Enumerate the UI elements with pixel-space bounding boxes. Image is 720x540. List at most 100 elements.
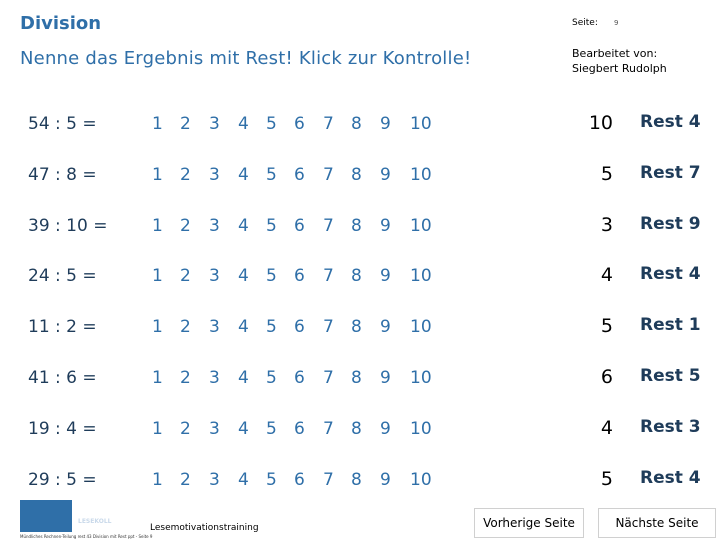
answer-option-3[interactable]: 3 bbox=[209, 418, 220, 439]
answer-option-3[interactable]: 3 bbox=[209, 215, 220, 236]
answer-option-10[interactable]: 10 bbox=[410, 215, 432, 236]
previous-page-button[interactable]: Vorherige Seite bbox=[474, 508, 584, 538]
answer-option-8[interactable]: 8 bbox=[351, 418, 362, 439]
answer-option-2[interactable]: 2 bbox=[180, 215, 191, 236]
answer-option-3[interactable]: 3 bbox=[209, 266, 220, 287]
answer-option-6[interactable]: 6 bbox=[294, 164, 305, 185]
answer-option-8[interactable]: 8 bbox=[351, 266, 362, 287]
answer-option-10[interactable]: 10 bbox=[410, 418, 432, 439]
answer-option-10[interactable]: 10 bbox=[410, 469, 432, 490]
answer-option-5[interactable]: 5 bbox=[266, 368, 277, 388]
answer-option-6[interactable]: 6 bbox=[294, 266, 305, 287]
answer-option-9[interactable]: 9 bbox=[380, 368, 391, 388]
division-problem: 29 : 5 = bbox=[28, 469, 97, 490]
answer-option-10[interactable]: 10 bbox=[410, 114, 432, 134]
answer-option-6[interactable]: 6 bbox=[294, 114, 305, 134]
answer-option-7[interactable]: 7 bbox=[323, 469, 334, 490]
result-value: 5 bbox=[600, 467, 613, 490]
next-page-button[interactable]: Nächste Seite bbox=[598, 508, 716, 538]
task-row: 41 : 6 = 1 2 3 4 5 6 7 8 9 10 6 Rest 5 bbox=[0, 360, 720, 400]
remainder-value: Rest 9 bbox=[640, 213, 701, 234]
answer-option-2[interactable]: 2 bbox=[180, 266, 191, 287]
answer-option-8[interactable]: 8 bbox=[351, 215, 362, 236]
task-row: 54 : 5 = 1 2 3 4 5 6 7 8 9 10 10 Rest 4 bbox=[0, 106, 720, 146]
answer-option-3[interactable]: 3 bbox=[209, 368, 220, 388]
answer-option-9[interactable]: 9 bbox=[380, 114, 391, 134]
answer-option-4[interactable]: 4 bbox=[238, 368, 249, 388]
answer-option-4[interactable]: 4 bbox=[238, 164, 249, 185]
answer-option-1[interactable]: 1 bbox=[152, 469, 163, 490]
answer-option-8[interactable]: 8 bbox=[351, 469, 362, 490]
answer-option-9[interactable]: 9 bbox=[380, 266, 391, 287]
answer-option-5[interactable]: 5 bbox=[266, 114, 277, 134]
answer-option-5[interactable]: 5 bbox=[266, 469, 277, 490]
result-value: 6 bbox=[600, 366, 613, 388]
answer-option-4[interactable]: 4 bbox=[238, 418, 249, 439]
answer-option-5[interactable]: 5 bbox=[266, 266, 277, 287]
result-value: 3 bbox=[600, 213, 613, 236]
answer-option-6[interactable]: 6 bbox=[294, 317, 305, 338]
answer-option-7[interactable]: 7 bbox=[323, 266, 334, 287]
answer-option-3[interactable]: 3 bbox=[209, 114, 220, 134]
answer-option-2[interactable]: 2 bbox=[180, 418, 191, 439]
instruction-text: Nenne das Ergebnis mit Rest! Klick zur K… bbox=[20, 48, 472, 69]
logo bbox=[20, 500, 72, 532]
answer-option-8[interactable]: 8 bbox=[351, 164, 362, 185]
answer-option-9[interactable]: 9 bbox=[380, 317, 391, 338]
answer-option-10[interactable]: 10 bbox=[410, 266, 432, 287]
answer-option-4[interactable]: 4 bbox=[238, 317, 249, 338]
answer-option-6[interactable]: 6 bbox=[294, 215, 305, 236]
task-row: 11 : 2 = 1 2 3 4 5 6 7 8 9 10 5 Rest 1 bbox=[0, 309, 720, 349]
answer-option-4[interactable]: 4 bbox=[238, 469, 249, 490]
answer-option-3[interactable]: 3 bbox=[209, 317, 220, 338]
answer-option-6[interactable]: 6 bbox=[294, 418, 305, 439]
answer-option-6[interactable]: 6 bbox=[294, 368, 305, 388]
answer-option-10[interactable]: 10 bbox=[410, 164, 432, 185]
remainder-value: Rest 4 bbox=[640, 264, 701, 285]
author-info: Bearbeitet von: Siegbert Rudolph bbox=[572, 46, 667, 76]
answer-option-10[interactable]: 10 bbox=[410, 317, 432, 338]
answer-option-8[interactable]: 8 bbox=[351, 114, 362, 134]
task-row: 24 : 5 = 1 2 3 4 5 6 7 8 9 10 4 Rest 4 bbox=[0, 258, 720, 298]
page-label: Seite: bbox=[572, 18, 598, 28]
answer-option-10[interactable]: 10 bbox=[410, 368, 432, 388]
answer-option-2[interactable]: 2 bbox=[180, 368, 191, 388]
answer-option-1[interactable]: 1 bbox=[152, 418, 163, 439]
answer-option-7[interactable]: 7 bbox=[323, 418, 334, 439]
answer-option-5[interactable]: 5 bbox=[266, 317, 277, 338]
answer-option-8[interactable]: 8 bbox=[351, 317, 362, 338]
answer-option-2[interactable]: 2 bbox=[180, 469, 191, 490]
answer-option-9[interactable]: 9 bbox=[380, 469, 391, 490]
answer-option-7[interactable]: 7 bbox=[323, 215, 334, 236]
answer-option-1[interactable]: 1 bbox=[152, 114, 163, 134]
answer-option-9[interactable]: 9 bbox=[380, 164, 391, 185]
answer-option-9[interactable]: 9 bbox=[380, 418, 391, 439]
answer-option-2[interactable]: 2 bbox=[180, 114, 191, 134]
answer-option-5[interactable]: 5 bbox=[266, 164, 277, 185]
answer-option-1[interactable]: 1 bbox=[152, 266, 163, 287]
answer-option-2[interactable]: 2 bbox=[180, 164, 191, 185]
answer-option-6[interactable]: 6 bbox=[294, 469, 305, 490]
answer-option-1[interactable]: 1 bbox=[152, 164, 163, 185]
answer-option-2[interactable]: 2 bbox=[180, 317, 191, 338]
answer-option-4[interactable]: 4 bbox=[238, 266, 249, 287]
answer-option-1[interactable]: 1 bbox=[152, 368, 163, 388]
answer-option-7[interactable]: 7 bbox=[323, 164, 334, 185]
answer-option-5[interactable]: 5 bbox=[266, 215, 277, 236]
answer-option-4[interactable]: 4 bbox=[238, 215, 249, 236]
division-problem: 54 : 5 = bbox=[28, 114, 97, 134]
answer-option-5[interactable]: 5 bbox=[266, 418, 277, 439]
answer-option-3[interactable]: 3 bbox=[209, 469, 220, 490]
answer-option-7[interactable]: 7 bbox=[323, 114, 334, 134]
training-label: Lesemotivationstraining bbox=[150, 523, 259, 533]
answer-option-8[interactable]: 8 bbox=[351, 368, 362, 388]
answer-option-7[interactable]: 7 bbox=[323, 317, 334, 338]
remainder-value: Rest 4 bbox=[640, 467, 701, 488]
answer-option-1[interactable]: 1 bbox=[152, 317, 163, 338]
answer-option-1[interactable]: 1 bbox=[152, 215, 163, 236]
answer-option-9[interactable]: 9 bbox=[380, 215, 391, 236]
answer-option-7[interactable]: 7 bbox=[323, 368, 334, 388]
answer-option-3[interactable]: 3 bbox=[209, 164, 220, 185]
result-value: 4 bbox=[600, 264, 613, 287]
answer-option-4[interactable]: 4 bbox=[238, 114, 249, 134]
